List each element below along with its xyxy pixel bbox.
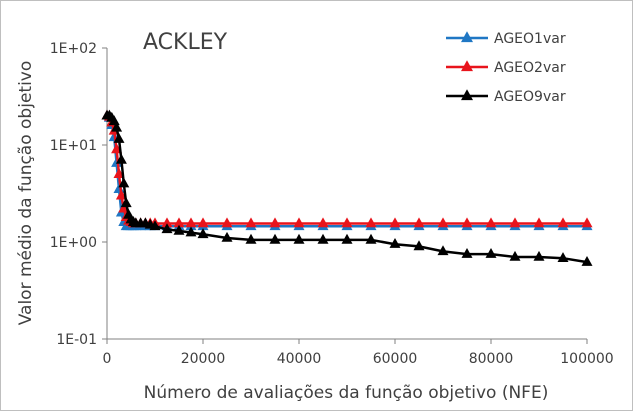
data-point [533, 250, 545, 261]
y-tick-label: 1E-01 [56, 332, 97, 348]
x-axis-title: Número de avaliações da função objetivo … [144, 383, 549, 403]
data-point [197, 228, 209, 239]
legend-marker [461, 89, 473, 101]
data-point [413, 240, 425, 251]
data-point [581, 217, 593, 228]
data-point [293, 217, 305, 228]
legend-label: AGEO2var [494, 60, 566, 76]
data-point [485, 247, 497, 258]
x-tick-label: 60000 [373, 351, 418, 367]
y-tick-label: 1E+00 [50, 235, 97, 251]
data-point [111, 121, 123, 132]
data-point [293, 233, 305, 244]
data-point [115, 189, 127, 200]
y-axis-title: Valor médio da função objetivo [16, 61, 36, 326]
data-point [341, 233, 353, 244]
x-axis-ticks: 0 20000 40000 60000 80000 100000 [103, 339, 614, 367]
data-point [557, 252, 569, 263]
x-tick-label: 80000 [469, 351, 514, 367]
series-line [106, 114, 587, 225]
legend-item-ageo2var: AGEO2var [446, 60, 566, 76]
data-point [173, 224, 185, 235]
data-point [185, 217, 197, 228]
x-tick-label: 40000 [277, 351, 322, 367]
legend-marker [461, 60, 473, 72]
data-point [437, 245, 449, 256]
data-point [365, 217, 377, 228]
series-layer [101, 109, 593, 266]
data-point [120, 197, 132, 208]
data-point [317, 233, 329, 244]
data-point [437, 217, 449, 228]
data-point [269, 233, 281, 244]
data-point [161, 223, 173, 234]
data-point [365, 233, 377, 244]
data-point [557, 217, 569, 228]
data-point [461, 247, 473, 258]
data-point [197, 217, 209, 228]
chart-title: ACKLEY [143, 30, 228, 55]
data-point [341, 217, 353, 228]
data-point [269, 217, 281, 228]
series-ageo2var [101, 109, 593, 228]
data-point [581, 256, 593, 266]
y-tick-label: 1E+02 [50, 41, 97, 57]
y-axis-ticks: 1E-01 1E+00 1E+01 1E+02 [50, 41, 107, 348]
series-ageo9var [101, 109, 593, 266]
x-tick-label: 100000 [560, 351, 613, 367]
legend-item-ageo1var: AGEO1var [446, 31, 566, 47]
legend-label: AGEO1var [494, 31, 566, 47]
plot-area [106, 48, 587, 340]
data-point [509, 250, 521, 261]
data-point [118, 177, 130, 188]
x-tick-label: 0 [103, 351, 112, 367]
y-tick-label: 1E+01 [50, 138, 97, 154]
series-ageo1var [101, 109, 593, 231]
data-point [461, 217, 473, 228]
legend: AGEO1var AGEO2var AGEO9var [446, 31, 566, 105]
data-point [509, 217, 521, 228]
data-point [485, 217, 497, 228]
data-point [161, 217, 173, 228]
data-point [245, 233, 257, 244]
data-point [317, 217, 329, 228]
legend-marker [461, 31, 473, 43]
x-tick-label: 20000 [181, 351, 226, 367]
legend-label: AGEO9var [494, 89, 566, 105]
data-point [115, 153, 127, 164]
legend-item-ageo9var: AGEO9var [446, 89, 566, 105]
data-point [389, 217, 401, 228]
series-line [106, 114, 587, 228]
data-point [173, 217, 185, 228]
data-point [113, 132, 125, 143]
data-point [221, 231, 233, 242]
data-point [389, 238, 401, 248]
data-point [185, 226, 197, 237]
data-point [533, 217, 545, 228]
data-point [413, 217, 425, 228]
data-point [221, 217, 233, 228]
data-point [149, 220, 161, 231]
data-point [245, 217, 257, 228]
